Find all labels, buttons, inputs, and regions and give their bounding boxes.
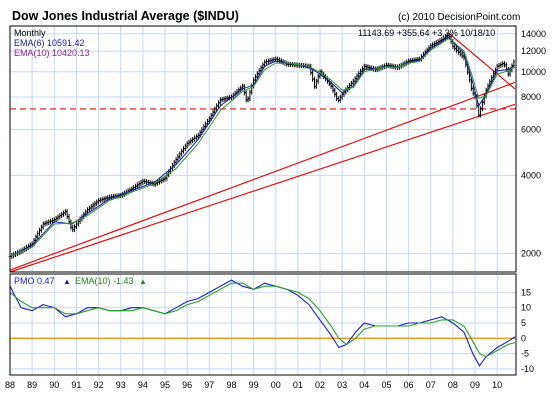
x-tick-label: 06 xyxy=(404,380,414,390)
price-y-tick-label: 10000 xyxy=(521,67,546,77)
price-y-tick-label: 6000 xyxy=(521,125,541,135)
copyright-text: (c) 2010 DecisionPoint.com xyxy=(398,12,520,23)
x-tick-label: 97 xyxy=(204,380,214,390)
x-tick-label: 01 xyxy=(293,380,303,390)
pmo-y-tick-label: -10 xyxy=(521,364,534,374)
trend_lower-trendline xyxy=(9,103,516,273)
price-grid xyxy=(9,26,516,272)
pmo-panel: -10 -5 0 5 10 15 PMO 0.47 ▲ EMA(10) -1.43 ▲ xyxy=(9,273,534,376)
x-axis: 88 89 90 91 92 93 94 95 96 97 98 99 00 01 02 03 04 05 06 07… xyxy=(5,380,502,390)
pmo-legend: PMO 0.47 xyxy=(14,276,55,286)
x-tick-label: 89 xyxy=(27,380,37,390)
price-y-tick-label: 4000 xyxy=(521,170,541,180)
x-tick-label: 08 xyxy=(448,380,458,390)
x-tick-label: 90 xyxy=(49,380,59,390)
price-y-axis: 2000 4000 6000 8000 10000 12000 14000 xyxy=(521,29,546,259)
trend_upper-trendline xyxy=(9,81,516,271)
x-tick-label: 96 xyxy=(182,380,192,390)
pmo-lines xyxy=(9,279,516,367)
pmo-panel-border xyxy=(9,273,517,376)
pmo-y-tick-label: 15 xyxy=(521,287,531,297)
ema6-legend: EMA(6) 10591.42 xyxy=(14,38,85,48)
x-tick-label: 95 xyxy=(160,380,170,390)
price-y-tick-label: 14000 xyxy=(521,29,546,39)
price-panel-border xyxy=(9,25,517,273)
price-y-tick-label: 2000 xyxy=(521,249,541,259)
price-y-tick-label: 8000 xyxy=(521,92,541,102)
resistance-trendline xyxy=(448,32,516,90)
price-ema-lines xyxy=(9,36,516,257)
x-tick-label: 92 xyxy=(94,380,104,390)
x-tick-label: 09 xyxy=(470,380,480,390)
pmo-signal-line xyxy=(9,282,516,358)
x-tick-label: 02 xyxy=(315,380,325,390)
pmo-y-tick-label: 10 xyxy=(521,303,531,313)
price-panel: 2000 4000 6000 8000 10000 12000 14000 Dow Jone… xyxy=(8,9,546,273)
pmo-y-axis: -10 -5 0 5 10 15 xyxy=(521,287,534,374)
period-label: Monthly xyxy=(14,28,46,38)
x-tick-label: 93 xyxy=(116,380,126,390)
pmo-arrow-icon: ▲ xyxy=(63,277,71,286)
ema10-legend: EMA(10) 10420.13 xyxy=(14,48,90,58)
x-tick-label: 99 xyxy=(249,380,259,390)
x-tick-label: 91 xyxy=(71,380,81,390)
quote-text: 11143.69 +355.64 +3.3% 10/18/10 xyxy=(358,28,495,38)
x-tick-label: 10 xyxy=(492,380,502,390)
pmo-panel-background xyxy=(10,274,516,375)
x-tick-label: 88 xyxy=(5,380,15,390)
ema10-line xyxy=(9,38,516,257)
x-tick-label: 04 xyxy=(359,380,369,390)
x-tick-label: 07 xyxy=(426,380,436,390)
price-overlays xyxy=(9,32,516,273)
pmo-signal-legend: EMA(10) -1.43 xyxy=(75,276,134,286)
pmo-y-tick-label: -5 xyxy=(521,349,529,359)
pmo-signal-arrow-icon: ▲ xyxy=(139,277,147,286)
ema6-line xyxy=(9,36,516,257)
chart-title: Dow Jones Industrial Average ($INDU) xyxy=(12,9,239,23)
x-tick-label: 03 xyxy=(337,380,347,390)
pmo-y-tick-label: 0 xyxy=(521,333,526,343)
price-y-tick-label: 12000 xyxy=(521,46,546,56)
pmo-y-tick-label: 5 xyxy=(521,318,526,328)
x-tick-label: 94 xyxy=(138,380,148,390)
x-tick-label: 98 xyxy=(226,380,236,390)
pmo-grid xyxy=(9,274,516,375)
x-tick-label: 05 xyxy=(381,380,391,390)
x-tick-label: 00 xyxy=(271,380,281,390)
